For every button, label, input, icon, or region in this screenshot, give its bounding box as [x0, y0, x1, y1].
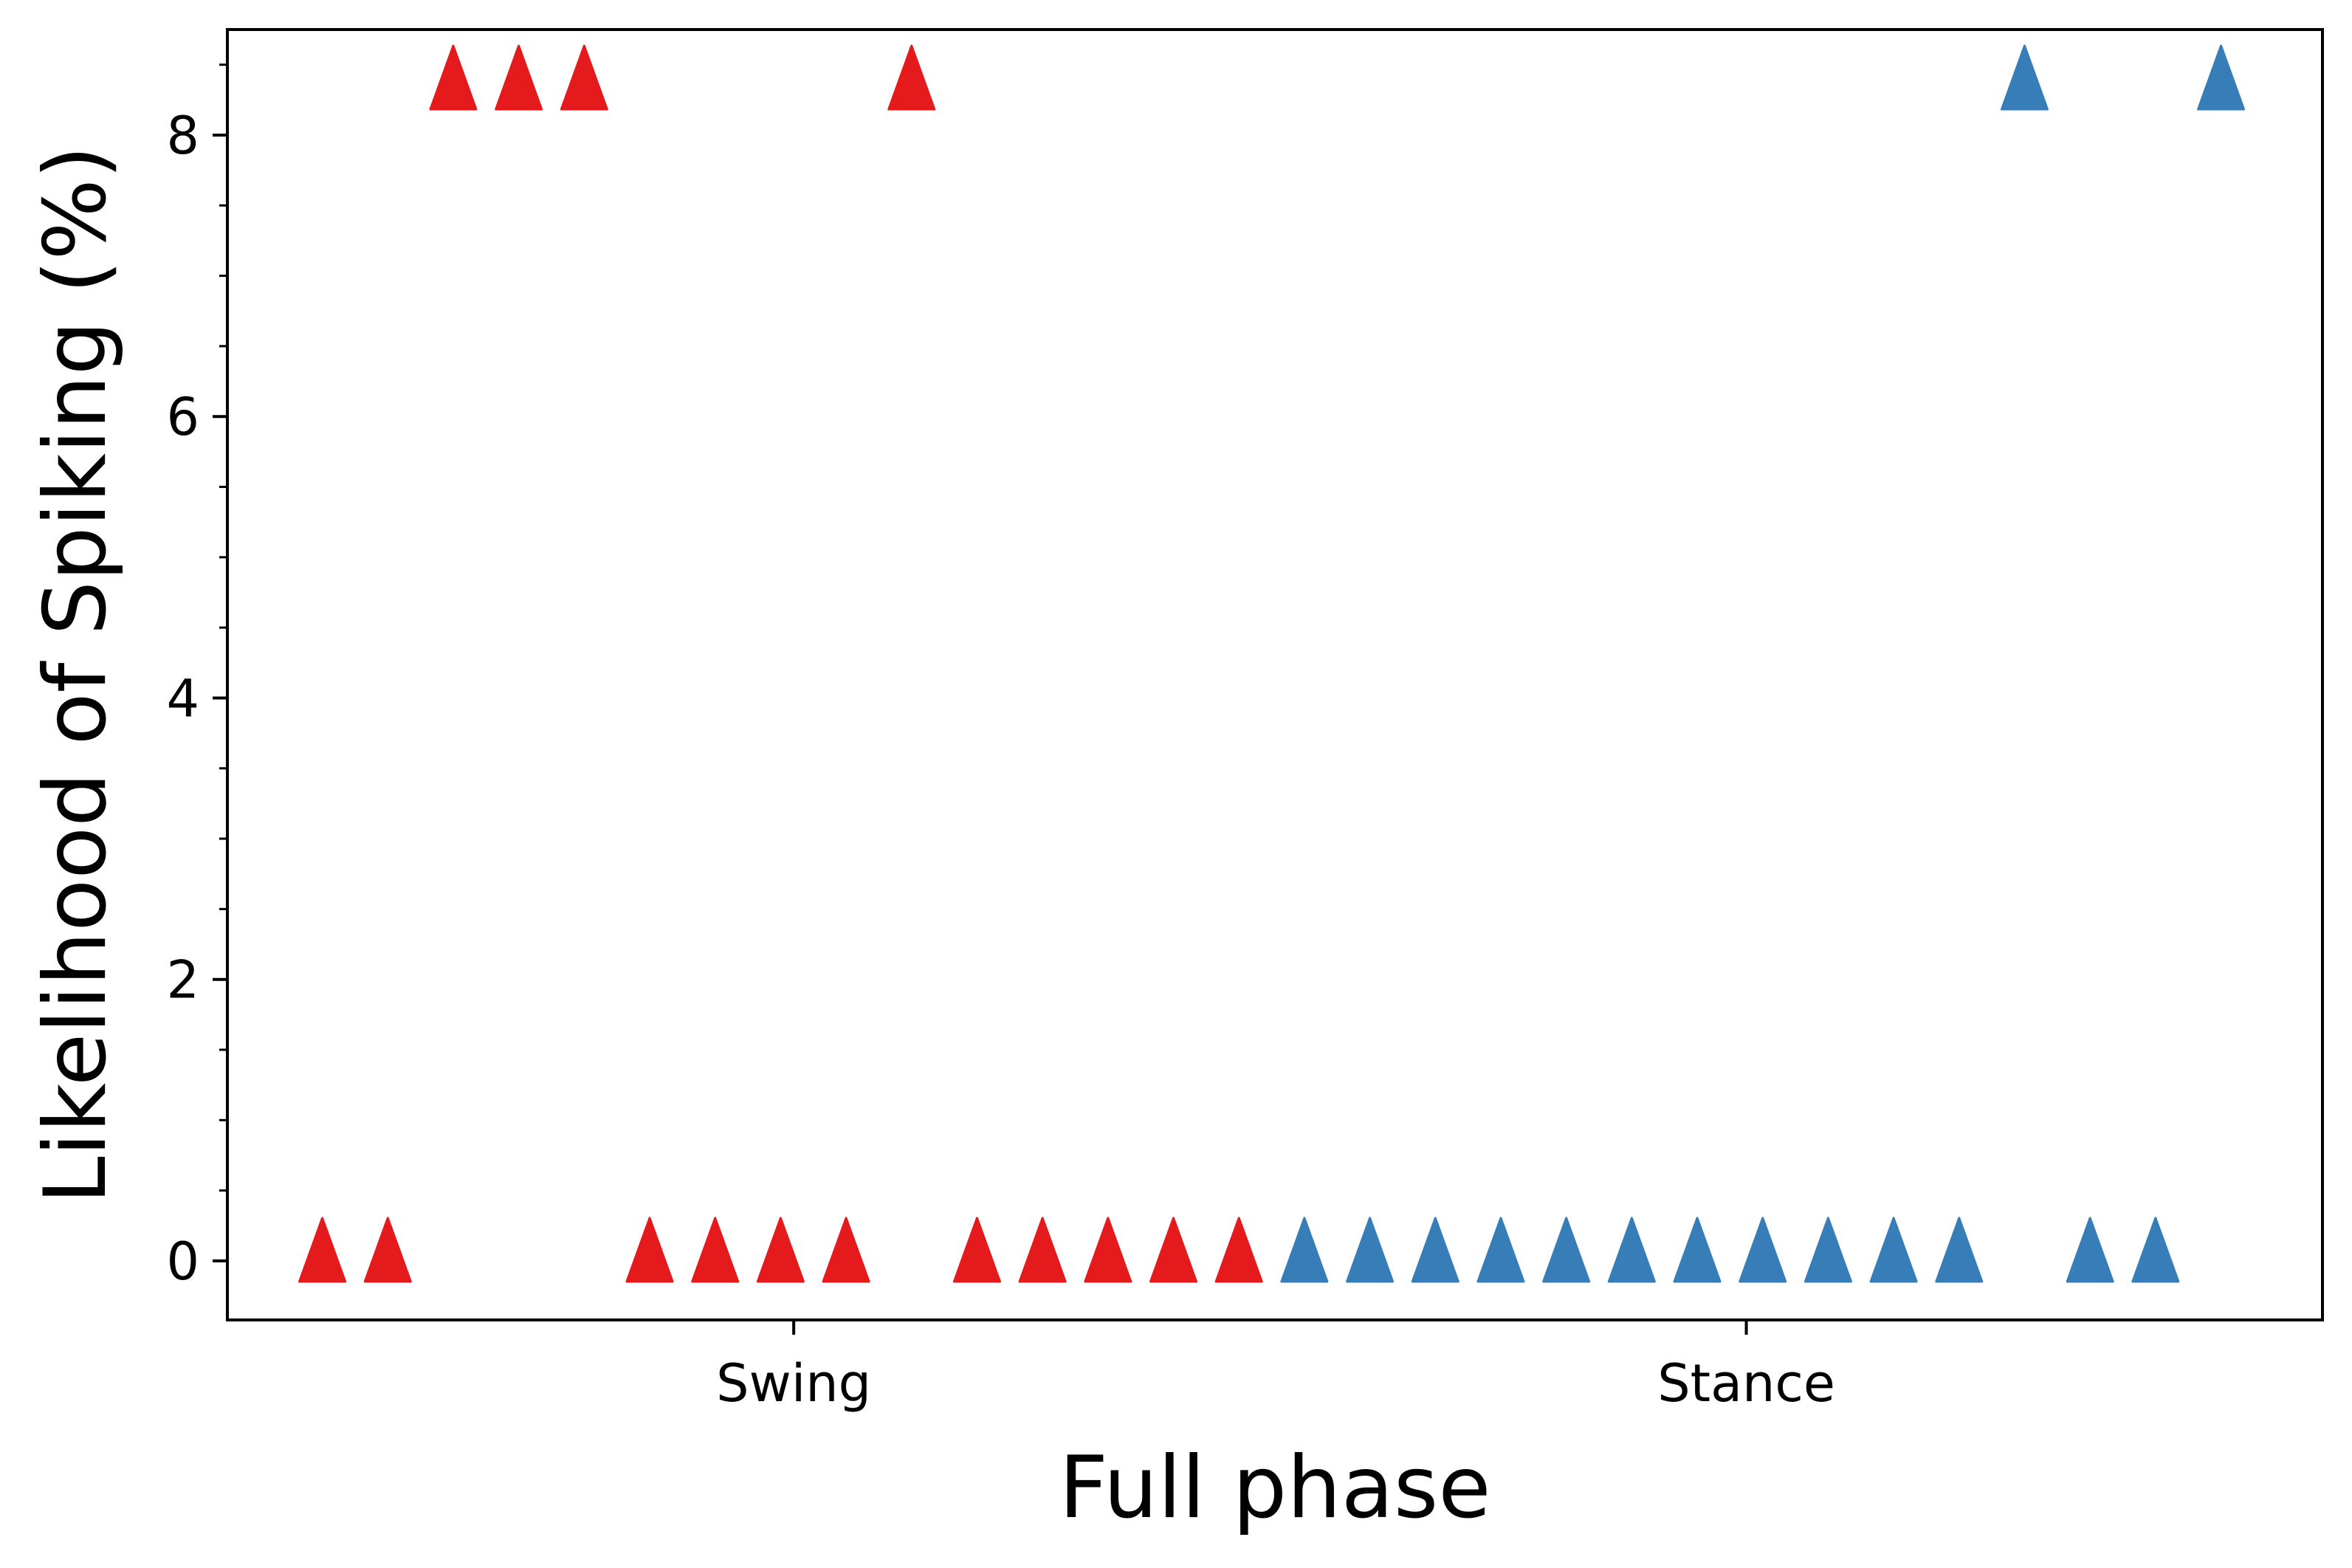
data-point-blue — [1673, 1217, 1722, 1283]
data-point-red — [691, 1217, 740, 1283]
data-point-blue — [1803, 1217, 1852, 1283]
y-tick-label: 8 — [166, 106, 199, 166]
data-point-blue — [2000, 44, 2049, 111]
data-point-red — [887, 44, 936, 111]
data-point-red — [1149, 1217, 1198, 1283]
data-point-red — [756, 1217, 805, 1283]
y-axis-label: Likelihood of Spiking (%) — [26, 145, 125, 1204]
y-tick-label: 0 — [166, 1231, 199, 1292]
data-point-red — [1214, 1217, 1263, 1283]
data-point-blue — [1935, 1217, 1984, 1283]
x-axis-label: Full phase — [1059, 1438, 1490, 1538]
data-point-blue — [2131, 1217, 2180, 1283]
data-point-red — [822, 1217, 870, 1283]
data-point-blue — [2066, 1217, 2114, 1283]
data-point-blue — [2197, 44, 2246, 111]
y-tick-label: 2 — [166, 950, 199, 1011]
x-axis: Swing Stance — [716, 1320, 1835, 1414]
x-tick-label: Swing — [716, 1353, 871, 1414]
data-point-red — [952, 1217, 1001, 1283]
data-points — [298, 44, 2246, 1283]
data-point-red — [298, 1217, 347, 1283]
plot-frame — [226, 28, 2324, 1321]
data-point-blue — [1739, 1217, 1787, 1283]
data-point-blue — [1476, 1217, 1525, 1283]
y-axis: 0 2 4 6 8 — [166, 63, 227, 1292]
data-point-blue — [1346, 1217, 1395, 1283]
data-point-blue — [1607, 1217, 1656, 1283]
data-point-blue — [1542, 1217, 1591, 1283]
x-tick-label: Stance — [1657, 1353, 1835, 1414]
data-point-red — [1018, 1217, 1067, 1283]
data-point-red — [560, 44, 608, 111]
data-point-blue — [1411, 1217, 1459, 1283]
data-point-red — [363, 1217, 412, 1283]
data-point-red — [625, 1217, 674, 1283]
y-tick-label: 4 — [166, 668, 199, 729]
data-point-blue — [1869, 1217, 1918, 1283]
data-point-red — [1084, 1217, 1132, 1283]
data-point-red — [495, 44, 543, 111]
data-point-blue — [1280, 1217, 1329, 1283]
data-point-red — [429, 44, 478, 111]
y-tick-label: 6 — [166, 387, 199, 447]
